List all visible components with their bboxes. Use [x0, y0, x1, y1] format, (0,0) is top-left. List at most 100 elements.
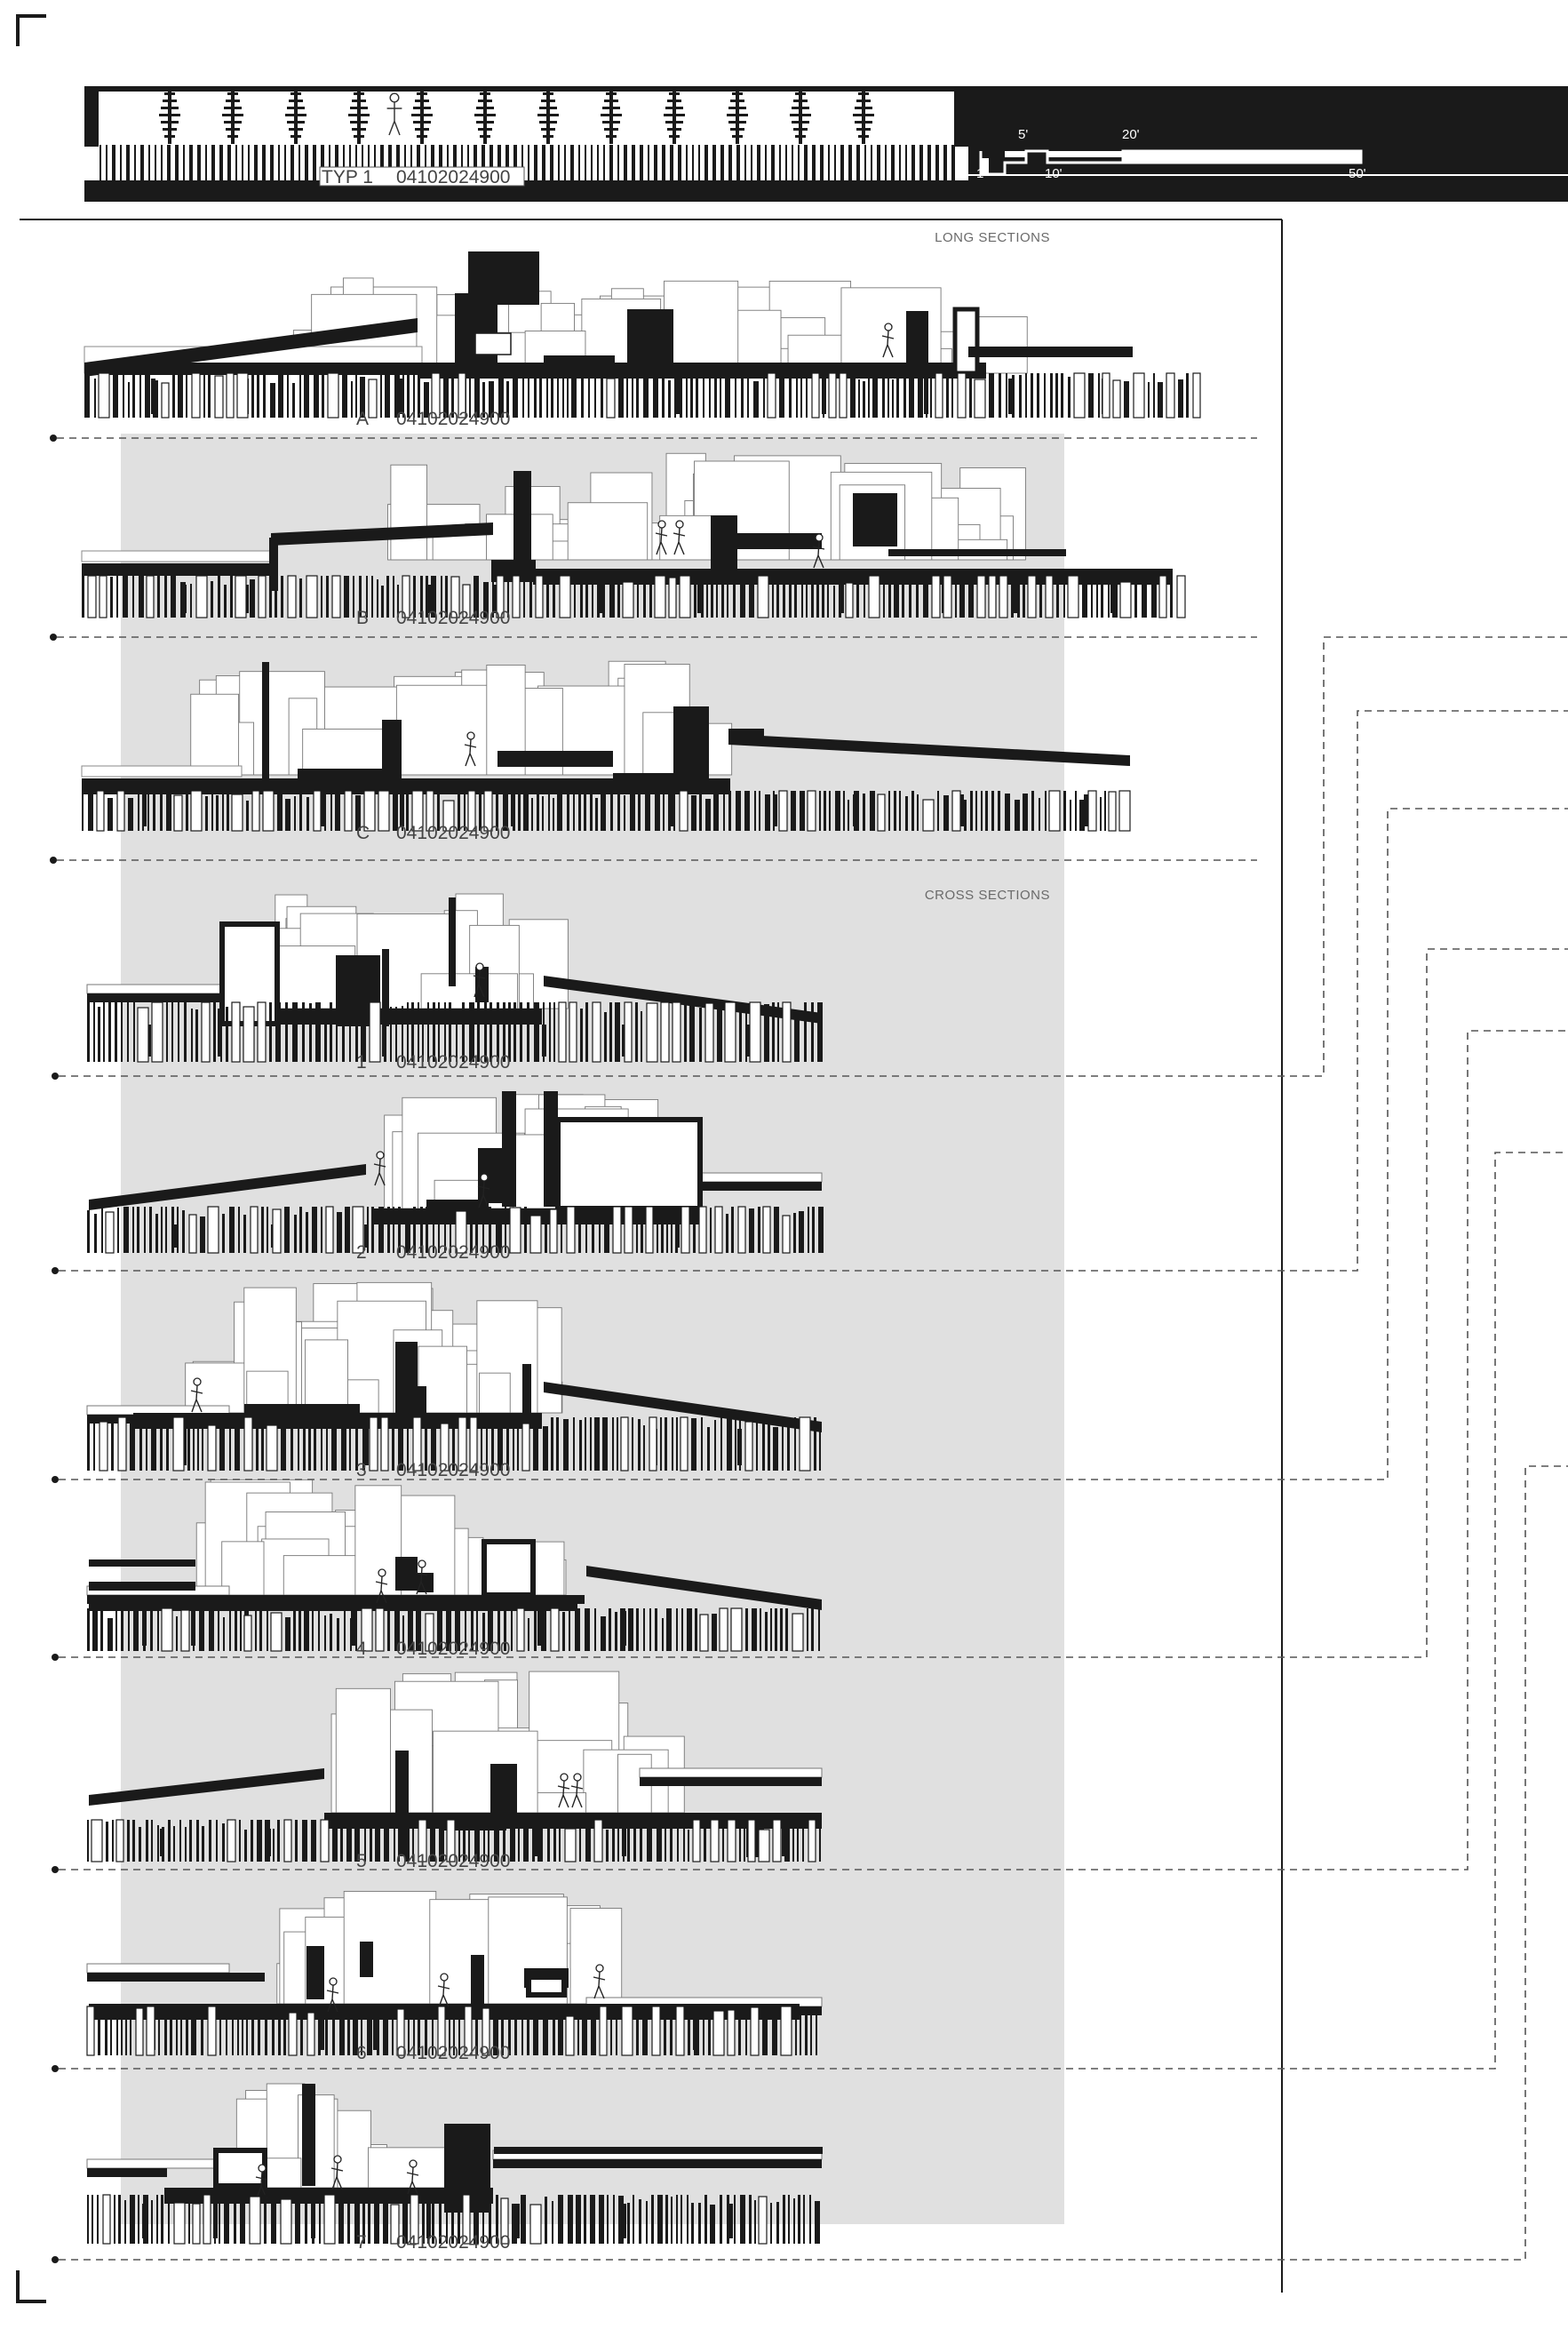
- section-2-code: 04102024900: [396, 1242, 510, 1263]
- typ-label: TYP 1: [322, 167, 373, 187]
- floor-slab: [87, 1973, 265, 1982]
- person-figure: [881, 323, 895, 358]
- section-5-id: 5: [356, 1851, 367, 1871]
- person-figure: [477, 1173, 490, 1208]
- poche-mass: [471, 1955, 484, 2004]
- column: [959, 794, 964, 826]
- floor-slab: [728, 729, 764, 739]
- person-figure: [406, 2159, 419, 2195]
- pile-fence: [87, 1001, 823, 1063]
- poche-mass: [490, 1764, 517, 1813]
- column: [400, 379, 404, 414]
- column: [320, 2020, 324, 2050]
- column: [697, 585, 702, 613]
- cross-section-7: [86, 2083, 823, 2245]
- section-a-code: 04102024900: [396, 409, 510, 429]
- cut-line-marker: [52, 2065, 59, 2072]
- section-6-code: 04102024900: [396, 2043, 510, 2063]
- column: [320, 794, 324, 826]
- column: [1013, 585, 1017, 613]
- fence-posts: [99, 145, 955, 180]
- column: [351, 1611, 355, 1646]
- poche-mass: [497, 751, 613, 767]
- column: [400, 1829, 404, 1856]
- long-section-b: [81, 452, 1186, 618]
- pile-fence: [84, 372, 1201, 419]
- section-5-code: 04102024900: [396, 1851, 510, 1871]
- person-figure: [655, 520, 668, 555]
- person-figure: [190, 1377, 203, 1413]
- column: [142, 794, 147, 826]
- sloped-roof: [89, 1164, 366, 1210]
- poche-mass: [494, 2147, 823, 2154]
- tree-symbols: [159, 89, 874, 144]
- cross-section-4: [86, 1479, 822, 1652]
- cross-section-2: [87, 1091, 824, 1254]
- sloped-roof: [586, 1566, 822, 1610]
- tree-icon: [159, 89, 180, 144]
- poche-mass: [426, 1200, 489, 1217]
- cut-line-marker: [50, 435, 57, 442]
- person-figure: [330, 2155, 344, 2190]
- section-b-id: B: [356, 608, 369, 628]
- typ-code: 04102024900: [396, 167, 510, 187]
- poche-mass: [544, 1091, 558, 1207]
- sloped-roof: [544, 1382, 822, 1432]
- section-c-code: 04102024900: [396, 823, 510, 843]
- cut-line-leader: [59, 710, 1568, 1272]
- poche-mass: [475, 967, 489, 1002]
- cut-line-leader: [59, 636, 1568, 1077]
- column: [728, 2204, 733, 2238]
- poche-mass: [269, 538, 278, 591]
- column: [373, 2020, 378, 2050]
- poche-mass: [404, 1386, 426, 1422]
- section-b-code: 04102024900: [396, 608, 510, 628]
- column: [671, 794, 675, 826]
- tree-icon: [285, 89, 306, 144]
- background-massing: [185, 1281, 563, 1414]
- sloped-roof: [728, 734, 1130, 766]
- person-figure: [473, 962, 486, 998]
- poche-mass: [244, 1404, 360, 1422]
- pile-fence: [82, 575, 1186, 618]
- framed-room: [482, 1539, 536, 1598]
- tree-icon: [537, 89, 559, 144]
- cut-line-marker: [52, 1073, 59, 1080]
- poche-mass: [522, 1364, 531, 1413]
- person-figure: [255, 2164, 268, 2199]
- floor-slab: [87, 993, 220, 1002]
- floor-slab: [702, 1182, 822, 1191]
- person-figure: [375, 1568, 388, 1604]
- sloped-roof: [89, 1768, 324, 1806]
- column: [1008, 379, 1013, 414]
- cross-sections-heading: CROSS SECTIONS: [925, 888, 1050, 903]
- section-1-id: 1: [356, 1052, 367, 1073]
- cross-section-6: [86, 1891, 823, 2056]
- pile-fence: [87, 1206, 824, 1254]
- tree-icon: [790, 89, 811, 144]
- scale-label-5: 5': [1018, 127, 1028, 142]
- column: [364, 1429, 369, 1465]
- column: [537, 1611, 542, 1646]
- poche-mass: [360, 1942, 373, 1977]
- long-section-a: [84, 251, 1201, 419]
- floor-slab: [640, 1777, 822, 1786]
- poche-mass: [711, 515, 737, 569]
- cut-line-marker: [50, 857, 57, 864]
- floor-slab: [493, 2159, 822, 2168]
- floor-slab: [888, 549, 1066, 556]
- poche-mass: [906, 311, 928, 373]
- section-1-code: 04102024900: [396, 1052, 510, 1073]
- cut-line-leader: [59, 948, 1568, 1658]
- cut-line-leader: [59, 1030, 1568, 1870]
- section-a-id: A: [356, 409, 369, 429]
- scale-label-10: 10': [1045, 166, 1063, 181]
- cut-line-marker: [52, 1476, 59, 1483]
- crop-mark-bottom-left: [16, 2270, 46, 2303]
- poche-mass: [737, 533, 822, 549]
- cut-line-marker: [52, 1267, 59, 1274]
- column: [600, 585, 604, 613]
- cross-section-5: [87, 1671, 823, 1862]
- long-sections-heading: LONG SECTIONS: [935, 230, 1050, 245]
- pile-fence: [87, 2194, 820, 2245]
